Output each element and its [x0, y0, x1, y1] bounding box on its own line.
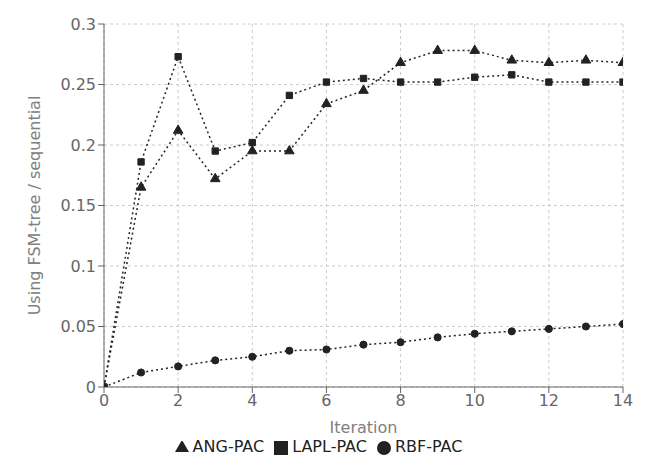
svg-text:0.2: 0.2	[71, 136, 96, 155]
svg-text:0.1: 0.1	[71, 257, 96, 276]
svg-text:8: 8	[395, 391, 405, 410]
svg-text:12: 12	[539, 391, 559, 410]
svg-text:2: 2	[173, 391, 183, 410]
html-text:ANG-PAC: ANG-PAC	[192, 437, 265, 456]
svg-text:0: 0	[99, 391, 109, 410]
svg-text:Using FSM-tree / sequential: Using FSM-tree / sequential	[25, 96, 44, 316]
svg-text:0.25: 0.25	[60, 75, 96, 94]
svg-text:0.15: 0.15	[60, 196, 96, 215]
svg-text:4: 4	[247, 391, 257, 410]
svg-text:0.3: 0.3	[71, 15, 96, 34]
html-text:LAPL-PAC: LAPL-PAC	[292, 437, 367, 456]
html-text:RBF-PAC: RBF-PAC	[394, 437, 463, 456]
svg-text:6: 6	[321, 391, 331, 410]
svg-text:0: 0	[86, 378, 96, 397]
svg-text:14: 14	[613, 391, 633, 410]
svg-text:Iteration: Iteration	[330, 418, 398, 437]
svg-text:0.05: 0.05	[60, 317, 96, 336]
svg-text:10: 10	[465, 391, 485, 410]
